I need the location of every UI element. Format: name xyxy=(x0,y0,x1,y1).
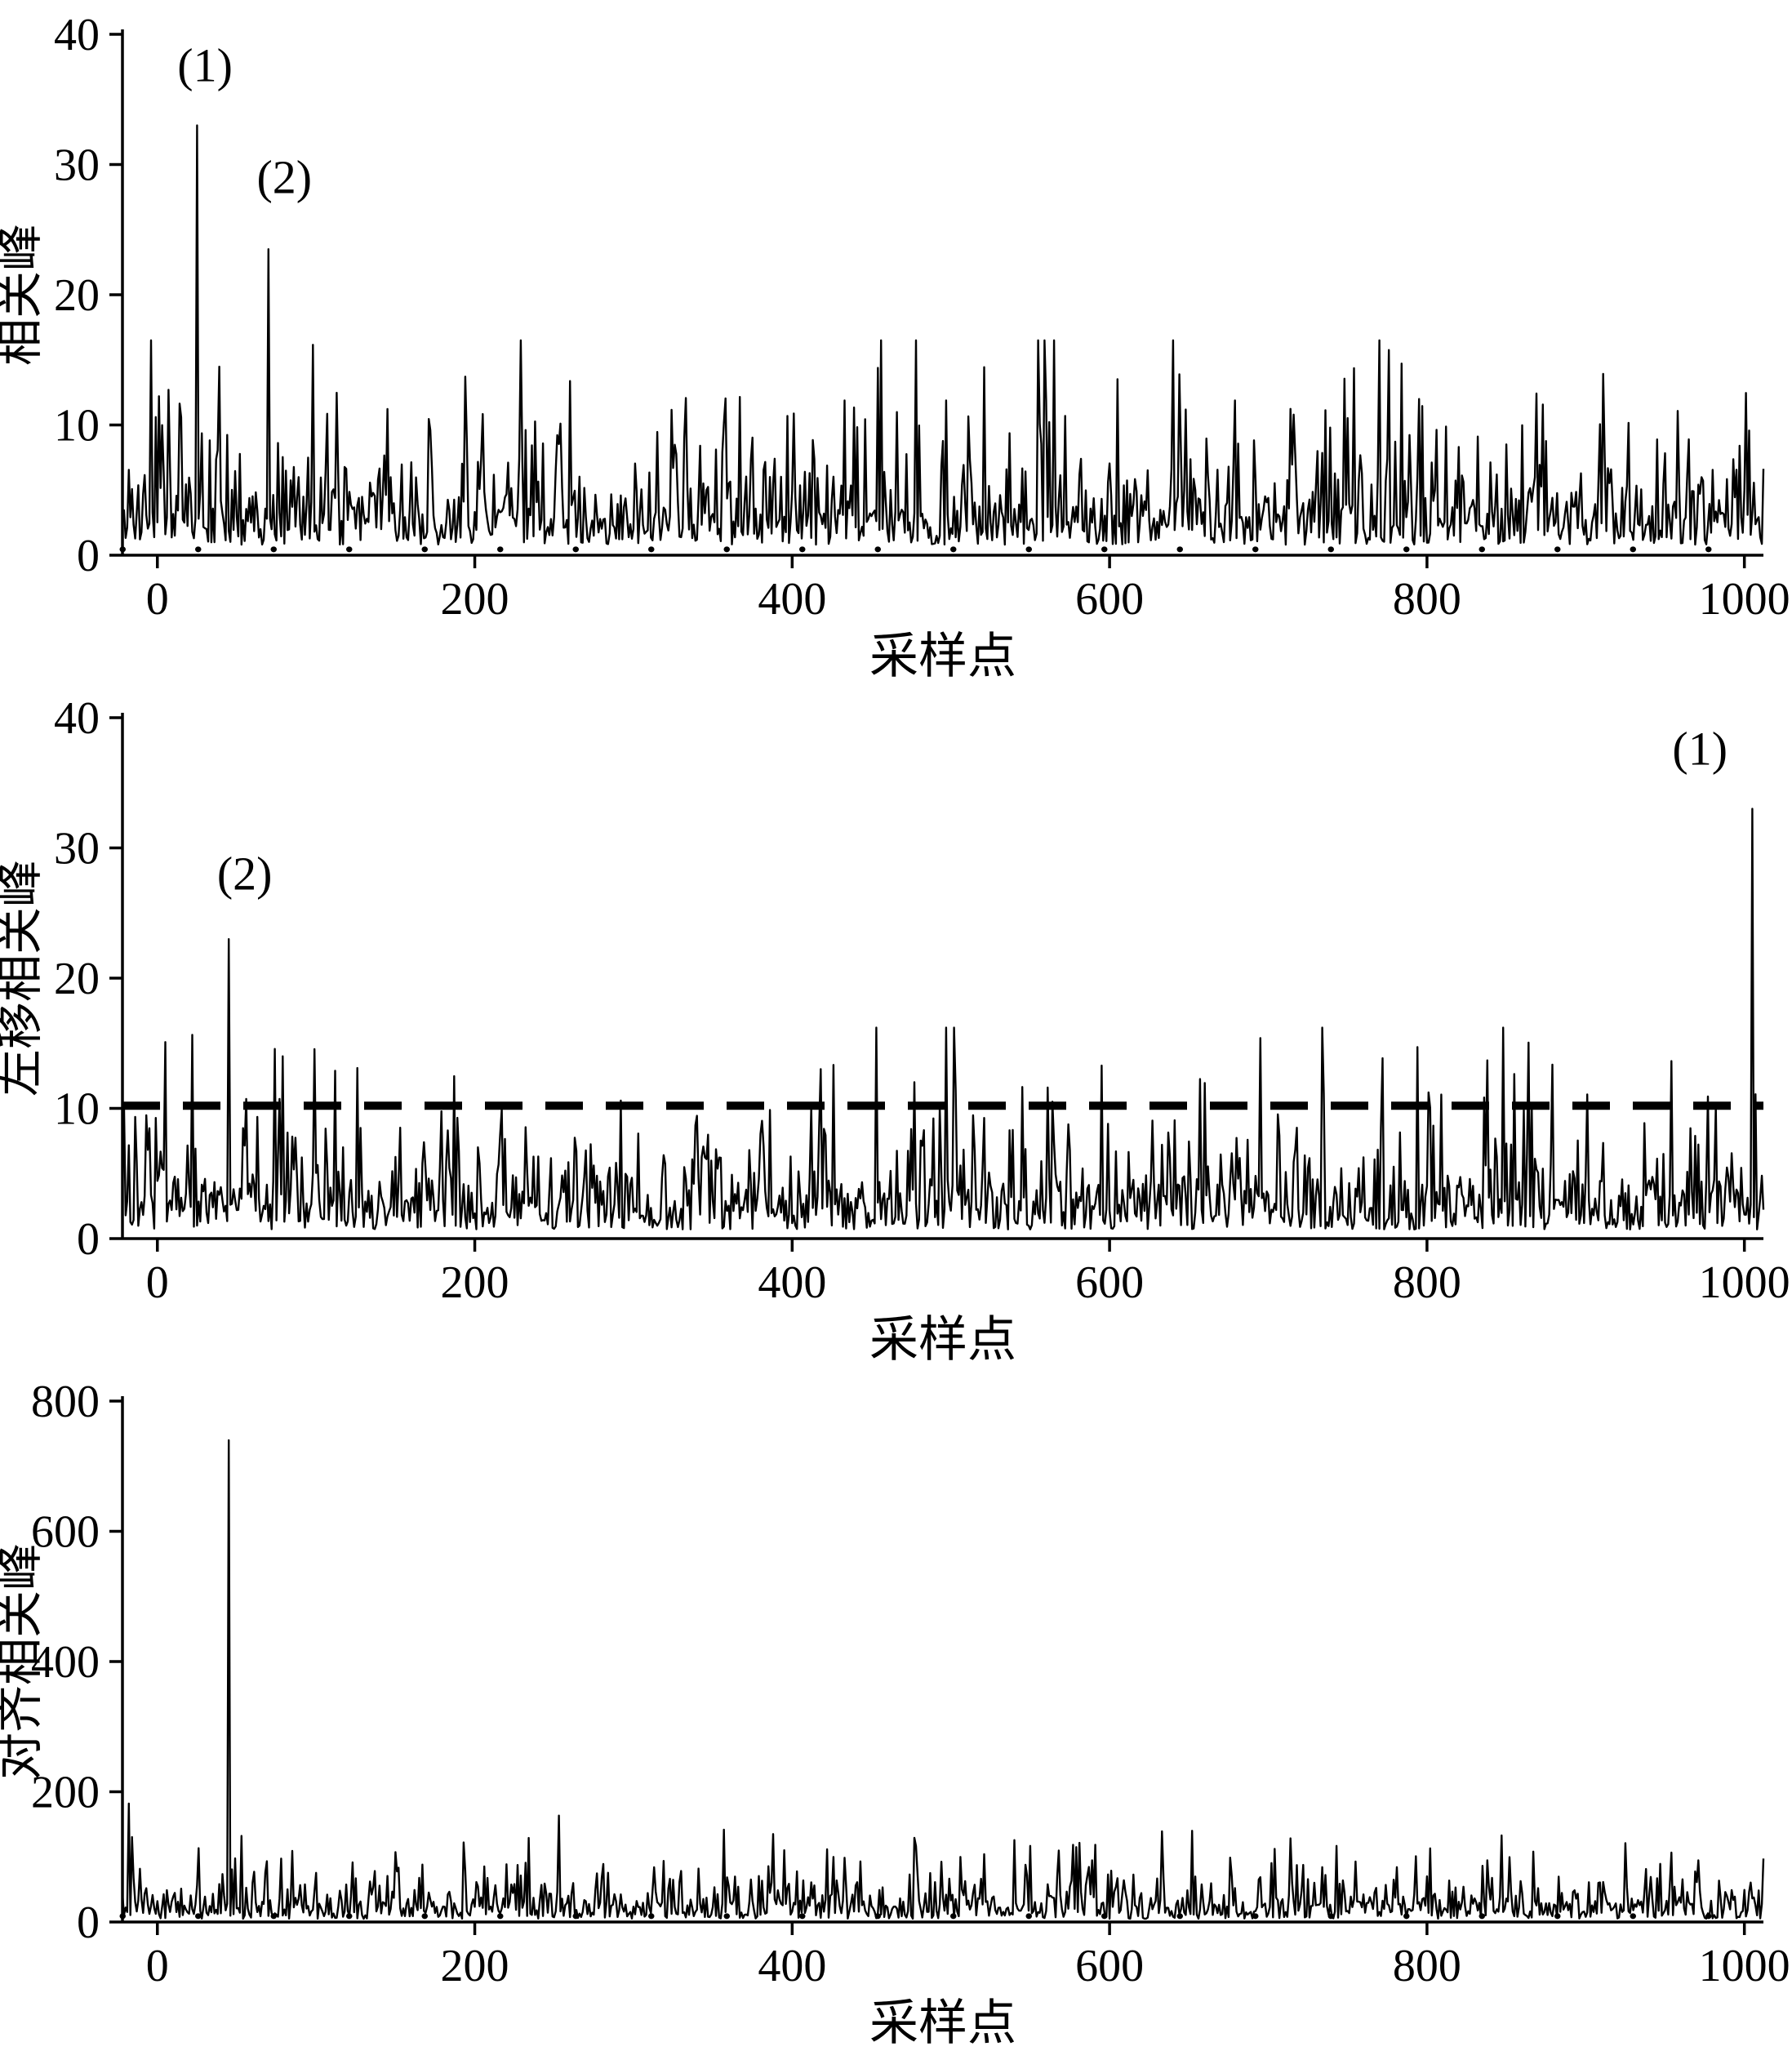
svg-text:0: 0 xyxy=(146,1257,169,1308)
svg-text:800: 800 xyxy=(1393,574,1461,625)
svg-text:200: 200 xyxy=(31,1768,100,1818)
svg-text:20: 20 xyxy=(54,954,100,1004)
svg-text:采样点: 采样点 xyxy=(869,1996,1016,2050)
svg-text:40: 40 xyxy=(54,693,100,744)
svg-text:1000: 1000 xyxy=(1699,1257,1790,1308)
svg-text:600: 600 xyxy=(1075,574,1144,625)
svg-text:相关峰: 相关峰 xyxy=(0,224,47,366)
svg-text:200: 200 xyxy=(441,574,509,625)
svg-text:40: 40 xyxy=(54,10,100,60)
svg-text:400: 400 xyxy=(758,1257,826,1308)
svg-text:20: 20 xyxy=(54,270,100,321)
svg-text:采样点: 采样点 xyxy=(869,630,1016,683)
svg-text:600: 600 xyxy=(1075,1257,1144,1308)
svg-text:(2): (2) xyxy=(217,848,273,901)
svg-text:采样点: 采样点 xyxy=(869,1313,1016,1367)
svg-text:600: 600 xyxy=(1075,1941,1144,1991)
svg-text:30: 30 xyxy=(54,824,100,874)
svg-text:800: 800 xyxy=(31,1377,100,1427)
svg-text:(1): (1) xyxy=(177,38,233,91)
svg-text:200: 200 xyxy=(441,1941,509,1991)
aligned-correlation-chart-canvas: 0 200 400 600 800 1000 0 200 400 600 800 采样点 对齐相关峰 xyxy=(0,1377,1790,2050)
svg-text:10: 10 xyxy=(54,1084,100,1135)
svg-text:0: 0 xyxy=(77,1214,100,1265)
svg-text:0: 0 xyxy=(146,1941,169,1991)
svg-text:左移相关峰: 左移相关峰 xyxy=(0,860,47,1097)
svg-text:0: 0 xyxy=(146,574,169,625)
shifted-correlation-chart-canvas: 0 200 400 600 800 1000 0 10 20 30 40 采样点 左移相关峰 (2) (1) xyxy=(0,693,1790,1367)
chart-correlation-peak: 0 200 400 600 800 1000 0 10 20 30 40 采样点 相关峰 (1) (2) xyxy=(0,0,1792,683)
svg-text:1000: 1000 xyxy=(1699,574,1790,625)
svg-text:(2): (2) xyxy=(256,151,312,204)
chart-left-shifted-correlation-peak: 0 200 400 600 800 1000 0 10 20 30 40 采样点 左移相关峰 (2) (1) xyxy=(0,683,1792,1367)
svg-text:400: 400 xyxy=(758,1941,826,1991)
chart-aligned-correlation-peak: 0 200 400 600 800 1000 0 200 400 600 800 采样点 对齐相关峰 xyxy=(0,1367,1792,2051)
svg-text:30: 30 xyxy=(54,140,100,191)
correlation-chart-canvas: 0 200 400 600 800 1000 0 10 20 30 40 采样点 相关峰 (1) (2) xyxy=(0,10,1790,683)
svg-text:600: 600 xyxy=(31,1507,100,1558)
svg-text:10: 10 xyxy=(54,401,100,452)
svg-text:400: 400 xyxy=(31,1637,100,1688)
svg-text:(1): (1) xyxy=(1672,722,1728,775)
svg-text:对齐相关峰: 对齐相关峰 xyxy=(0,1543,47,1780)
svg-text:1000: 1000 xyxy=(1699,1941,1790,1991)
svg-text:800: 800 xyxy=(1393,1257,1461,1308)
svg-text:0: 0 xyxy=(77,531,100,581)
svg-text:0: 0 xyxy=(77,1898,100,1948)
svg-text:200: 200 xyxy=(441,1257,509,1308)
svg-text:400: 400 xyxy=(758,574,826,625)
svg-text:800: 800 xyxy=(1393,1941,1461,1991)
